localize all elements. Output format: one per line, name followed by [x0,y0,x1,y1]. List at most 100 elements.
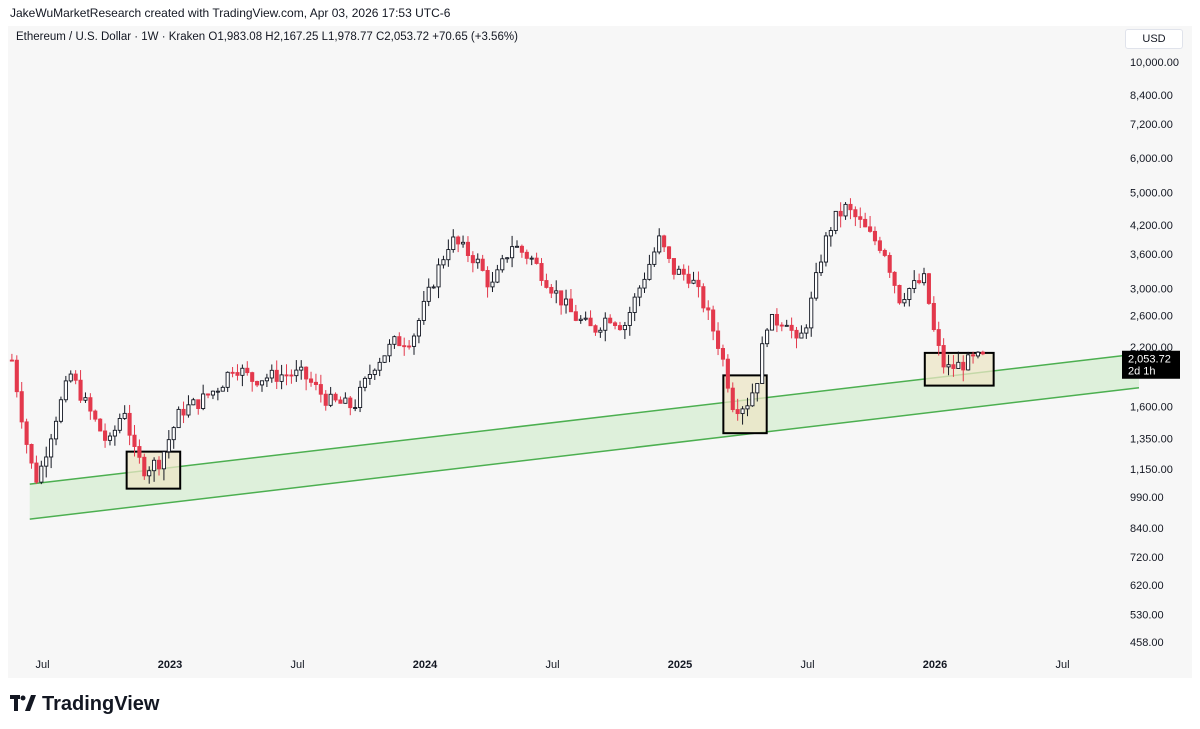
candle-body [103,430,108,441]
candle-body [872,230,878,242]
candle [647,254,652,281]
candle-body [63,380,68,401]
candle-body [524,251,529,259]
candle-body [534,257,539,264]
candle-body [411,335,417,347]
candle [98,418,103,432]
candle [568,288,573,313]
candle-body [156,459,162,470]
candle-body [73,373,78,381]
candle [676,265,681,275]
candle-body [568,298,573,313]
candle-body [794,329,799,339]
candle [465,236,471,263]
candle-body [784,324,789,327]
candle [559,290,564,315]
candle-body [362,377,368,388]
tradingview-logo[interactable]: TradingView [10,692,159,716]
price-change: +70.65 (+3.56%) [432,31,518,43]
candle [142,453,147,480]
candle-body [431,286,436,289]
candle-body [510,246,515,259]
price-tick-label: 3,600.00 [1130,249,1173,261]
candle-body [387,343,392,357]
candle [299,360,304,380]
candle-body [220,386,225,392]
candle [725,354,730,393]
candle [671,258,676,280]
candle [411,333,417,355]
candle [240,364,245,387]
highlight-boxes [125,351,995,490]
candle [451,229,456,253]
candle-body [647,263,652,280]
candle [961,355,966,382]
candle [544,273,549,289]
candle [853,206,858,227]
candle [902,292,907,307]
candle-body [421,300,426,321]
candle [206,393,211,399]
candle [765,328,770,348]
candle-body [88,397,93,412]
candle [735,398,740,421]
candle-body [642,278,647,289]
candle-body [93,410,98,420]
candle [784,319,789,327]
candle [304,366,309,391]
candle-body [539,263,544,281]
candle-body [122,412,127,419]
last-price-countdown: 2d 1h [1128,366,1156,378]
highlight-box [722,374,768,435]
price-tick-label: 1,600.00 [1130,402,1173,414]
candle-body [853,209,858,218]
candle [235,364,240,381]
candle [716,322,721,356]
candle-body [372,369,377,375]
candle [627,306,632,336]
currency-selector[interactable]: USD [1125,29,1183,49]
candle-body [897,284,902,304]
candle [691,271,696,285]
candle [804,324,809,339]
symbol-name[interactable]: Ethereum / U.S. Dollar · 1W · Kraken [16,31,206,43]
candle-body [936,329,941,346]
candle-body [975,351,981,357]
candle [78,370,83,403]
chart-area[interactable] [8,26,1192,678]
candle [103,423,108,448]
candle-body [789,324,794,331]
candle-body [44,456,49,467]
candle [171,426,176,449]
candle [573,304,578,322]
candle-body [451,236,456,251]
candle [711,305,716,341]
candle-body [917,280,922,284]
candle [686,265,691,289]
candle-body [961,361,966,371]
candle-body [593,325,598,333]
price-tick-label: 1,350.00 [1130,434,1173,446]
candle [681,264,686,281]
candle-body [848,203,853,211]
candle-body [583,317,588,320]
candle-body [671,258,676,275]
candle [353,399,358,412]
candle-body [500,258,505,271]
candle [750,383,755,407]
candle [470,251,475,273]
candle-body [765,329,770,345]
candle-body [323,393,328,406]
candle [230,367,235,378]
candle [117,413,122,434]
candle-body [691,279,696,284]
candle-body [230,371,235,374]
candle [161,450,166,481]
candle [912,270,917,294]
candle [971,351,976,364]
candle [377,357,382,377]
time-tick-label: 2025 [668,659,692,671]
ohlc-open: O1,983.08 [208,31,263,43]
candle-body [397,336,402,347]
